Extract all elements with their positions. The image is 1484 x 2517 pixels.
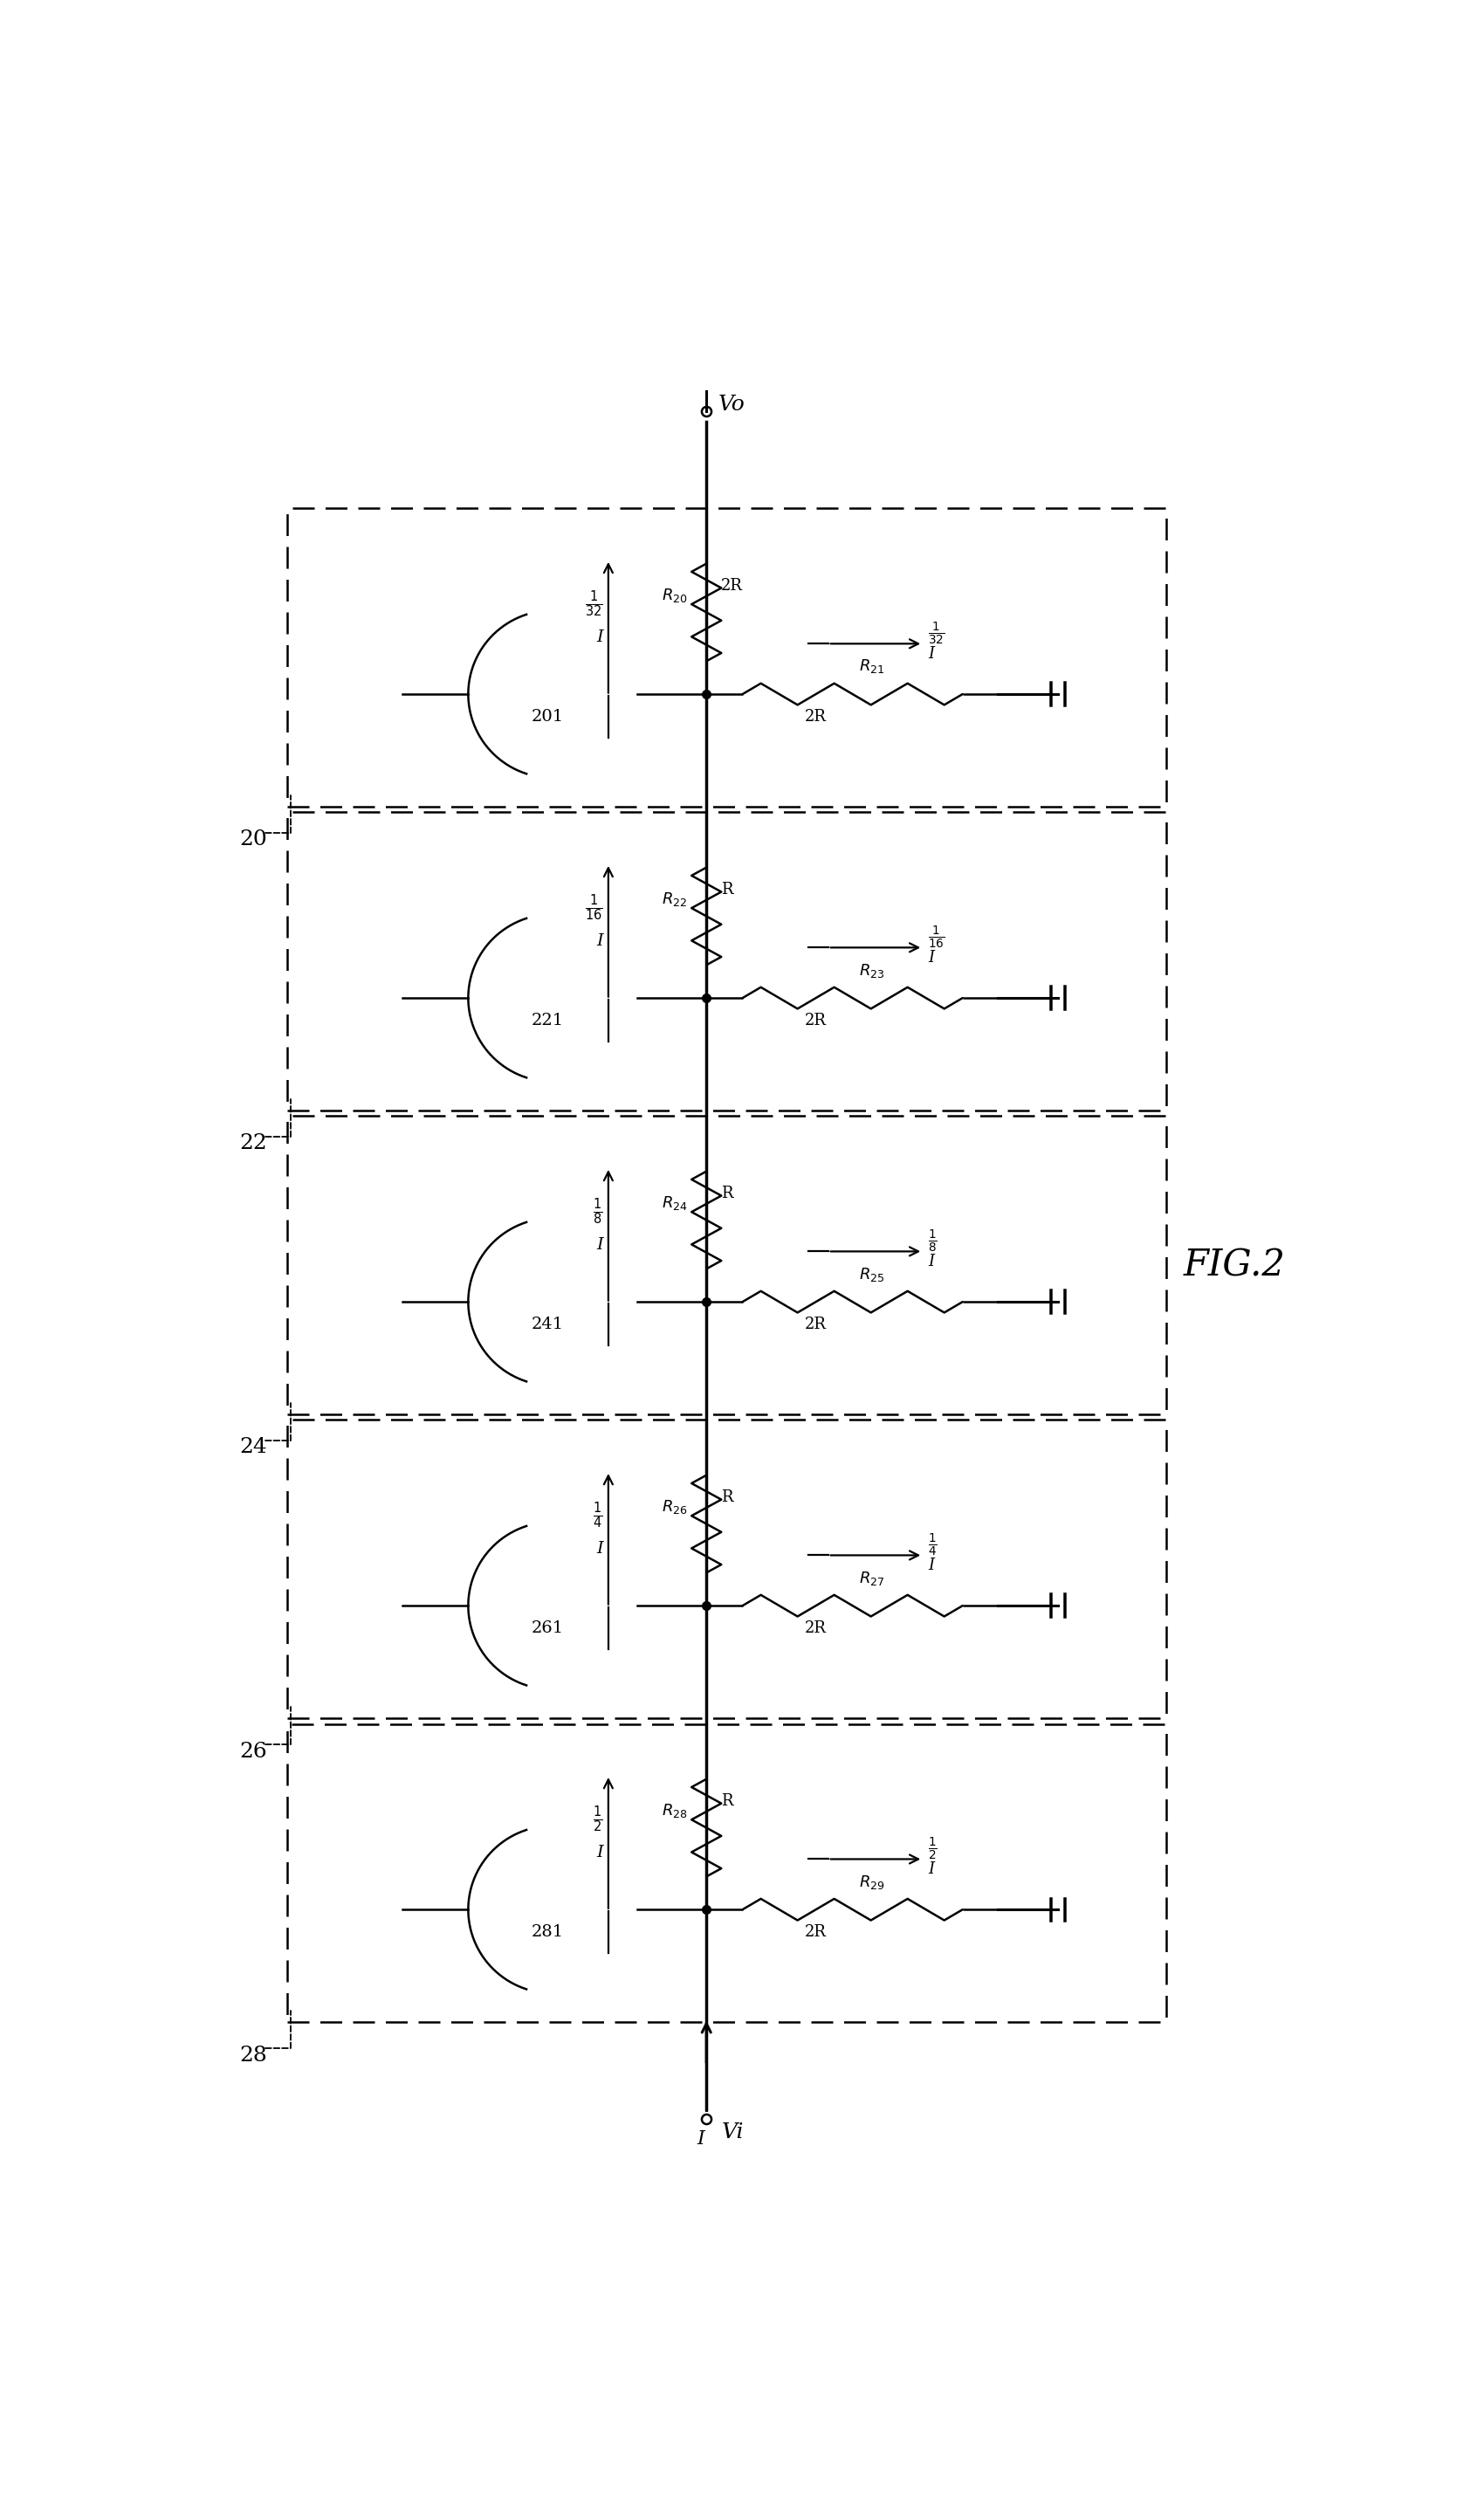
Text: 2R: 2R (804, 1621, 827, 1636)
Text: $\frac{1}{4}$: $\frac{1}{4}$ (594, 1500, 603, 1530)
Text: I: I (929, 1253, 935, 1269)
Text: R: R (721, 1490, 733, 1505)
Text: 2R: 2R (804, 1316, 827, 1331)
Text: I: I (597, 1540, 603, 1558)
Text: 26: 26 (239, 1742, 267, 1762)
Text: $R_{21}$: $R_{21}$ (859, 657, 884, 675)
Text: I: I (597, 934, 603, 949)
Text: I: I (597, 1238, 603, 1253)
Text: 2R: 2R (804, 710, 827, 725)
Text: 241: 241 (531, 1316, 564, 1331)
Text: $\frac{1}{16}$: $\frac{1}{16}$ (585, 894, 603, 924)
Text: FIG.2: FIG.2 (1183, 1246, 1285, 1284)
Text: 22: 22 (239, 1133, 267, 1153)
Text: R: R (721, 881, 733, 896)
Text: 24: 24 (239, 1437, 267, 1457)
Text: $R_{22}$: $R_{22}$ (662, 891, 687, 909)
Text: $\frac{1}{8}$: $\frac{1}{8}$ (929, 1228, 938, 1253)
Text: $\frac{1}{2}$: $\frac{1}{2}$ (594, 1805, 603, 1835)
Text: $R_{23}$: $R_{23}$ (859, 961, 884, 979)
Text: 2R: 2R (804, 1926, 827, 1941)
Text: I: I (929, 1863, 935, 1878)
Text: I: I (929, 1558, 935, 1573)
Text: I: I (697, 2129, 705, 2150)
Text: $R_{28}$: $R_{28}$ (662, 1802, 687, 1820)
Bar (286, 1420, 1166, 1719)
Text: R: R (721, 1792, 733, 1810)
Text: $R_{24}$: $R_{24}$ (662, 1196, 687, 1213)
Text: I: I (597, 1845, 603, 1860)
Text: $\frac{1}{2}$: $\frac{1}{2}$ (929, 1835, 938, 1863)
Text: $R_{20}$: $R_{20}$ (662, 586, 687, 604)
Bar (286, 813, 1166, 1110)
Text: 28: 28 (239, 2046, 267, 2066)
Text: $R_{25}$: $R_{25}$ (859, 1266, 884, 1284)
Bar (286, 1724, 1166, 2021)
Text: 281: 281 (531, 1926, 564, 1941)
Bar (286, 1115, 1166, 1415)
Text: $\frac{1}{32}$: $\frac{1}{32}$ (585, 589, 603, 619)
Text: I: I (597, 629, 603, 644)
Text: 2R: 2R (721, 576, 743, 594)
Text: I: I (929, 647, 935, 662)
Text: Vi: Vi (721, 2122, 743, 2142)
Text: $\frac{1}{32}$: $\frac{1}{32}$ (929, 622, 945, 647)
Text: $\frac{1}{4}$: $\frac{1}{4}$ (929, 1533, 938, 1558)
Text: 201: 201 (531, 710, 564, 725)
Bar (286, 508, 1166, 808)
Text: Vo: Vo (718, 395, 745, 415)
Text: $R_{29}$: $R_{29}$ (859, 1873, 884, 1890)
Text: R: R (721, 1186, 733, 1201)
Text: 2R: 2R (804, 1012, 827, 1029)
Text: I: I (929, 949, 935, 967)
Text: 20: 20 (239, 831, 267, 851)
Text: $R_{26}$: $R_{26}$ (662, 1498, 687, 1515)
Text: $R_{27}$: $R_{27}$ (859, 1571, 884, 1586)
Text: 221: 221 (531, 1012, 564, 1029)
Text: $\frac{1}{16}$: $\frac{1}{16}$ (929, 924, 945, 951)
Text: 261: 261 (531, 1621, 564, 1636)
Text: $\frac{1}{8}$: $\frac{1}{8}$ (594, 1196, 603, 1226)
